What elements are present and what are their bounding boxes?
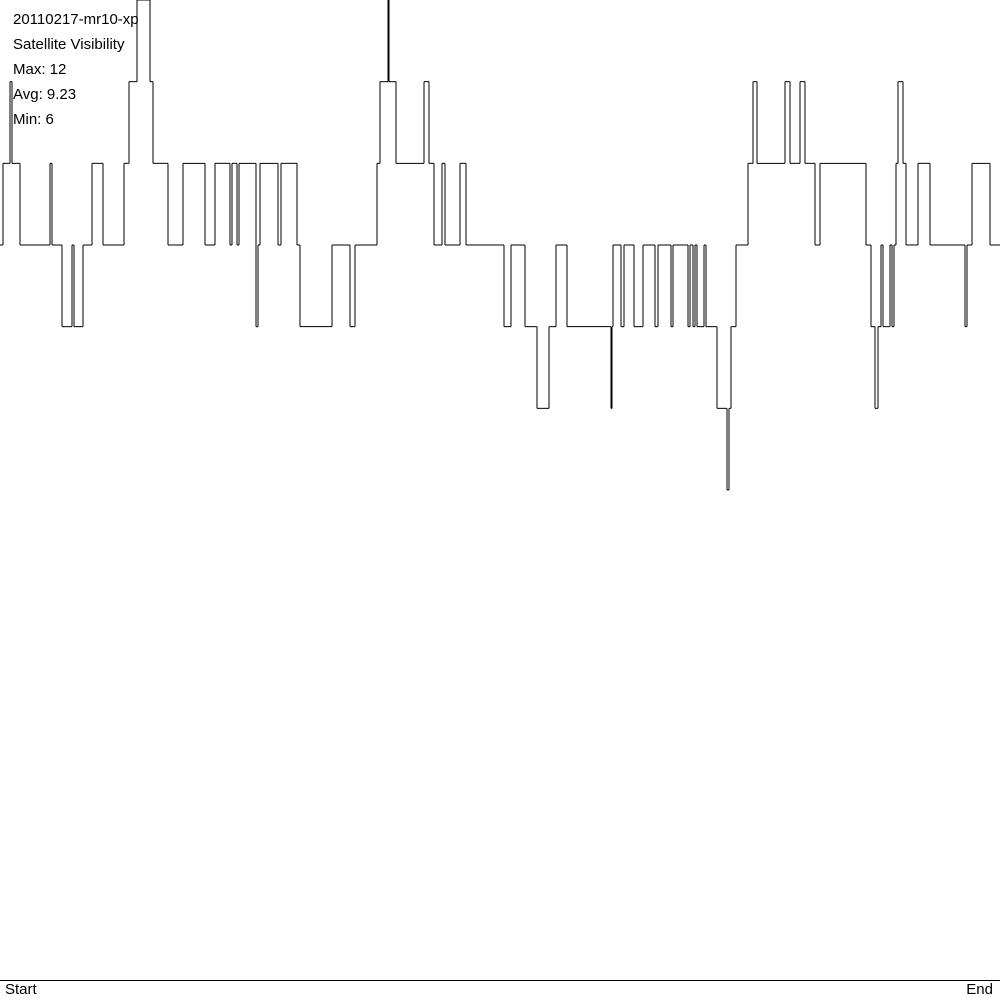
plot-area: [0, 0, 1000, 491]
stat-max: Max: 12: [13, 61, 66, 78]
x-end-label: End: [966, 981, 993, 998]
stat-min: Min: 6: [13, 111, 54, 128]
stat-avg: Avg: 9.23: [13, 86, 76, 103]
chart-title: 20110217-mr10-xp: [13, 11, 139, 28]
x-start-label: Start: [5, 981, 38, 998]
chart-subtitle: Satellite Visibility: [13, 36, 125, 53]
